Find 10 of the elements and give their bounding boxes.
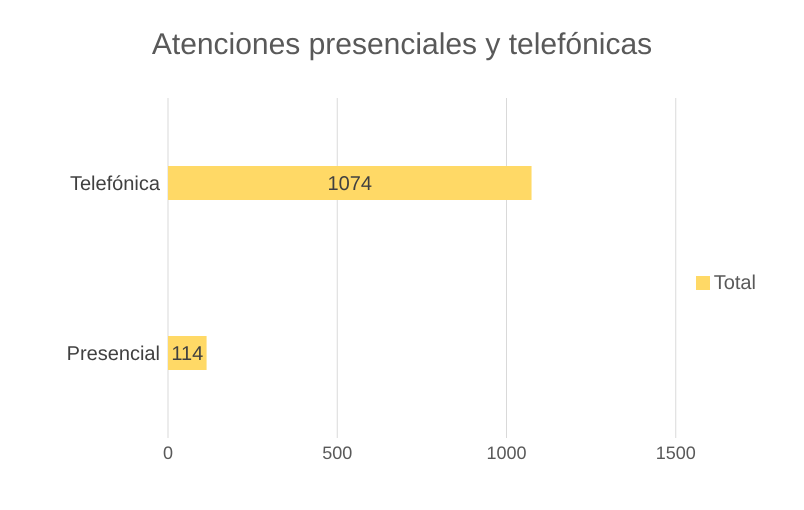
x-tick-label: 500 [322,442,352,463]
data-label: 1074 [328,173,372,196]
data-label: 114 [171,343,204,366]
y-tick-label: Telefónica [70,173,161,196]
y-tick-label: Presencial [66,343,160,366]
x-tick-label: 1000 [486,442,527,463]
x-tick-label: 0 [162,442,174,463]
chart-title: Atenciones presenciales y telefónicas [150,27,654,63]
x-tick-label: 1500 [656,442,696,463]
legend-label: Total [714,272,756,294]
